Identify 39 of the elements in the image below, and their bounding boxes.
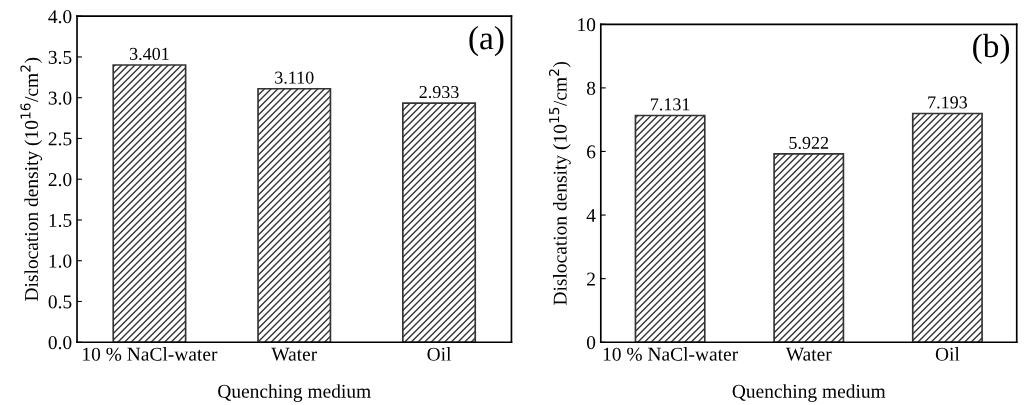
y-tick-label: 0 xyxy=(586,336,596,350)
x-tick-label: Water xyxy=(785,347,832,361)
x-tick-label: 10 % NaCl-water xyxy=(603,347,738,361)
y-tick-label: 2.5 xyxy=(48,132,72,146)
y-axis-title: Dislocation density (10$^{16}$/cm$^{2}$) xyxy=(20,57,43,301)
y-tick-label: 3.5 xyxy=(48,50,72,64)
bar xyxy=(773,153,845,343)
data-label: 2.933 xyxy=(419,85,459,99)
data-label: 7.193 xyxy=(928,96,968,109)
x-tick-label: 10 % NaCl-water xyxy=(83,347,218,361)
annotation: (b) xyxy=(973,33,1010,65)
x-tick-label: Oil xyxy=(427,347,452,361)
bar xyxy=(112,64,187,343)
y-tick-label: 6 xyxy=(587,145,596,159)
data-label: 5.922 xyxy=(789,136,829,149)
y-tick-label: 2 xyxy=(587,272,595,286)
y-tick-label: 4.0 xyxy=(48,10,72,24)
bar xyxy=(257,87,332,343)
bar xyxy=(402,102,477,343)
data-label: 3.401 xyxy=(129,47,169,61)
y-tick-label: 1.5 xyxy=(49,213,72,227)
y-tick-label: 0.5 xyxy=(48,295,72,309)
y-tick-label: 1.0 xyxy=(49,254,72,268)
y-tick-label: 2.0 xyxy=(48,173,72,187)
y-axis-title: Dislocation density (10$^{15}$/cm$^{2}$) xyxy=(548,61,571,306)
y-tick-label: 0.0 xyxy=(48,336,72,350)
x-axis-title: Quenching medium xyxy=(732,384,886,402)
x-tick-label: Water xyxy=(271,347,318,361)
y-tick-label: 8 xyxy=(586,81,596,95)
data-label: 7.131 xyxy=(651,98,690,111)
x-axis-title: Quenching medium xyxy=(218,384,371,402)
annotation: (a) xyxy=(469,25,504,57)
y-tick-label: 4 xyxy=(586,209,596,222)
data-label: 3.110 xyxy=(275,71,314,84)
bar xyxy=(911,112,983,343)
x-tick-label: Oil xyxy=(935,347,960,361)
y-tick-label: 3.0 xyxy=(48,91,72,105)
y-tick-label: 10 xyxy=(578,18,596,32)
bar xyxy=(634,114,706,343)
